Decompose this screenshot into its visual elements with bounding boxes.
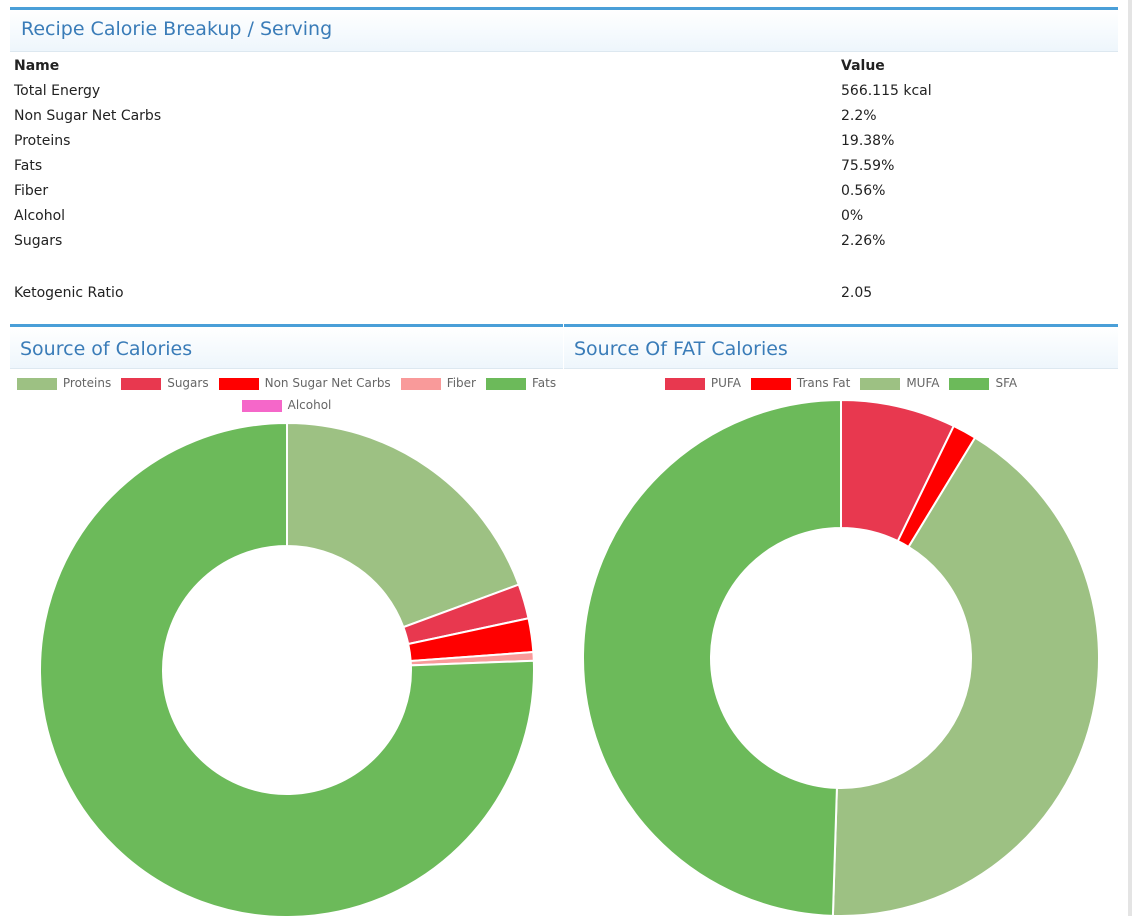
legend-swatch [121, 378, 162, 390]
row-value: 0% [841, 208, 864, 224]
panel-header: Recipe Calorie Breakup / Serving [10, 7, 1118, 52]
row-name: Fiber [14, 183, 49, 199]
row-name: Non Sugar Net Carbs [14, 108, 162, 124]
panel-header: Source Of FAT Calories [564, 324, 1118, 369]
table-row: Proteins 19.38% [14, 133, 1104, 158]
legend-swatch [860, 378, 901, 390]
chart-title: Source Of FAT Calories [574, 338, 788, 360]
legend-row: PUFA Trans Fat MUFA SFA [564, 376, 1118, 398]
legend-swatch [664, 378, 705, 390]
row-name: Fats [14, 158, 43, 174]
legend-item[interactable]: Sugars [121, 376, 209, 398]
legend-item[interactable]: SFA [949, 376, 1017, 398]
slice-sfa[interactable] [582, 398, 842, 916]
legend-swatch [218, 378, 259, 390]
row-value: 19.38% [841, 133, 895, 149]
chart-legend: Proteins Sugars Non Sugar Net Carbs Fibe… [10, 376, 563, 420]
calorie-breakup-panel: Recipe Calorie Breakup / Serving [10, 7, 1118, 325]
table-row: Sugars 2.26% [14, 233, 1104, 258]
column-header-value: Value [841, 58, 885, 74]
legend-label: PUFA [710, 376, 741, 390]
legend-label: Alcohol [287, 398, 332, 412]
fat-calories-donut-chart[interactable] [564, 324, 1118, 916]
legend-item[interactable]: PUFA [664, 376, 741, 398]
legend-label: Non Sugar Net Carbs [264, 376, 391, 390]
calories-donut-chart[interactable] [10, 324, 563, 916]
row-value: 566.115 kcal [841, 83, 932, 99]
row-value: 0.56% [841, 183, 886, 199]
legend-label: Fats [531, 376, 557, 390]
legend-swatch [949, 378, 990, 390]
source-of-fat-calories-panel: Source Of FAT Calories PUFA Trans Fat MU… [564, 324, 1118, 916]
source-of-calories-panel: Source of Calories Proteins Sugars Non S… [10, 324, 563, 916]
table-header-row: Name Value [14, 58, 1104, 83]
panel-header: Source of Calories [10, 324, 563, 369]
table-row: Non Sugar Net Carbs 2.2% [14, 108, 1104, 133]
slice-mufa[interactable] [831, 436, 1100, 916]
row-value: 2.2% [841, 108, 877, 124]
ketogenic-ratio-row: Ketogenic Ratio 2.05 [14, 285, 1104, 310]
row-name: Sugars [14, 233, 63, 249]
legend-item[interactable]: Fiber [400, 376, 476, 398]
legend-label: SFA [995, 376, 1018, 390]
row-value: 2.05 [841, 285, 873, 301]
table-row: Total Energy 566.115 kcal [14, 83, 1104, 108]
legend-item[interactable]: Trans Fat [750, 376, 851, 398]
legend-item[interactable]: Alcohol [241, 398, 332, 420]
chart-title: Source of Calories [20, 338, 193, 360]
legend-label: Fiber [446, 376, 476, 390]
legend-item[interactable]: MUFA [860, 376, 939, 398]
legend-swatch [750, 378, 791, 390]
legend-row: Proteins Sugars Non Sugar Net Carbs Fibe… [10, 376, 563, 398]
row-value: 75.59% [841, 158, 895, 174]
slice-fats[interactable] [39, 421, 535, 916]
column-header-name: Name [14, 58, 60, 74]
row-name: Alcohol [14, 208, 66, 224]
slice-proteins[interactable] [286, 421, 521, 629]
chart-legend: PUFA Trans Fat MUFA SFA [564, 376, 1118, 398]
row-name: Proteins [14, 133, 71, 149]
legend-item[interactable]: Non Sugar Net Carbs [218, 376, 391, 398]
legend-swatch [485, 378, 526, 390]
legend-swatch [241, 400, 282, 412]
legend-swatch [16, 378, 57, 390]
legend-item[interactable]: Fats [485, 376, 557, 398]
page-edge [1128, 0, 1132, 916]
row-value: 2.26% [841, 233, 886, 249]
legend-label: Sugars [167, 376, 209, 390]
legend-label: MUFA [906, 376, 940, 390]
nutrition-table: Name Value Total Energy 566.115 kcal Non… [14, 58, 1104, 310]
table-row: Fiber 0.56% [14, 183, 1104, 208]
row-name: Total Energy [14, 83, 101, 99]
table-row: Fats 75.59% [14, 158, 1104, 183]
legend-label: Proteins [62, 376, 112, 390]
row-name: Ketogenic Ratio [14, 285, 124, 301]
table-row: Alcohol 0% [14, 208, 1104, 233]
legend-swatch [400, 378, 441, 390]
legend-row: Alcohol [10, 398, 563, 420]
panel-title: Recipe Calorie Breakup / Serving [21, 18, 333, 40]
legend-item[interactable]: Proteins [16, 376, 112, 398]
legend-label: Trans Fat [796, 376, 851, 390]
